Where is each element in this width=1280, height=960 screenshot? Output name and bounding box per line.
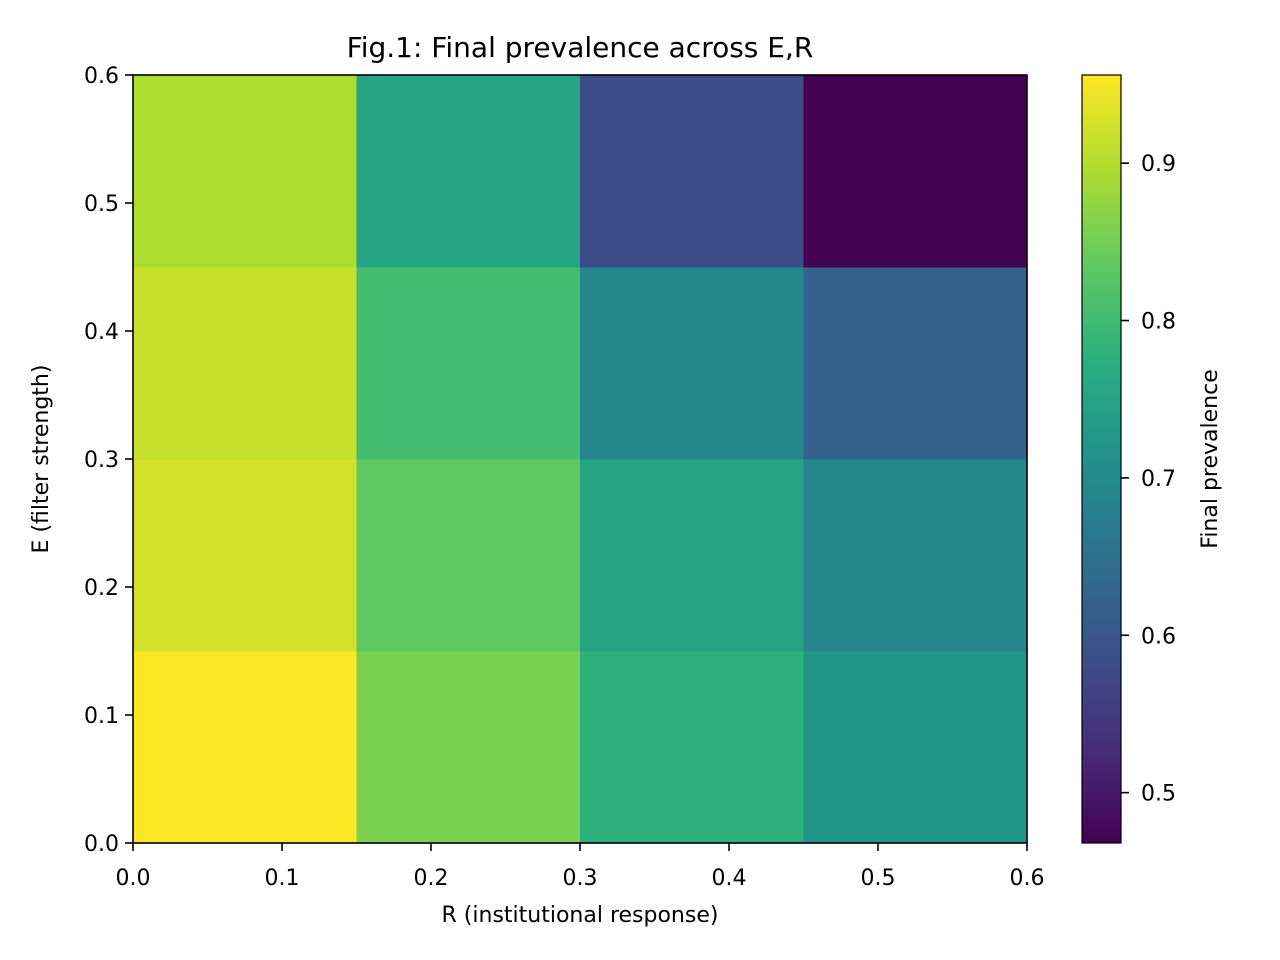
x-tick-label: 0.4 [712,866,747,891]
heatmap-cell [580,459,804,652]
heatmap-cell [133,267,357,460]
colorbar [1081,74,1122,844]
x-tick-label: 0.3 [563,866,598,891]
heatmap-cell [356,651,581,844]
heatmap-cell [803,459,1028,652]
colorbar-tick-label: 0.7 [1141,467,1176,492]
heatmap-cell [803,75,1028,268]
y-tick-label: 0.2 [84,576,119,601]
heatmap-cell [356,75,581,268]
heatmap-cell [133,459,357,652]
colorbar-tick-label: 0.5 [1141,782,1176,807]
heatmap-cell [580,75,804,268]
colorbar-tick-label: 0.8 [1141,310,1176,335]
y-axis-ticks: 0.0 0.1 0.2 0.3 0.4 0.5 0.6 [84,64,133,857]
y-axis-label: E (filter strength) [29,365,54,554]
heatmap-cells [133,75,1028,844]
colorbar-tick-label: 0.6 [1141,624,1176,649]
heatmap-cell [133,651,357,844]
heatmap-cell [803,267,1028,460]
x-tick-label: 0.2 [414,866,449,891]
heatmap-cell [133,75,357,268]
colorbar-ticks: 0.5 0.6 0.7 0.8 0.9 [1121,152,1176,807]
heatmap-cell [356,459,581,652]
colorbar-tick-label: 0.9 [1141,152,1176,177]
x-axis-label: R (institutional response) [442,903,719,928]
chart-title: Fig.1: Final prevalence across E,R [347,31,814,64]
colorbar-label: Final prevalence [1198,369,1223,548]
x-tick-label: 0.0 [116,866,151,891]
heatmap-cell [580,651,804,844]
y-tick-label: 0.6 [84,64,119,89]
y-tick-label: 0.3 [84,448,119,473]
y-tick-label: 0.1 [84,704,119,729]
y-tick-label: 0.4 [84,320,119,345]
heatmap-cell [803,651,1028,844]
x-tick-label: 0.5 [861,866,896,891]
heatmap-cell [356,267,581,460]
x-tick-label: 0.6 [1010,866,1045,891]
x-tick-label: 0.1 [265,866,300,891]
heatmap-cell [580,267,804,460]
y-tick-label: 0.0 [84,832,119,857]
y-tick-label: 0.5 [84,192,119,217]
x-axis-ticks: 0.0 0.1 0.2 0.3 0.4 0.5 0.6 [116,843,1045,891]
